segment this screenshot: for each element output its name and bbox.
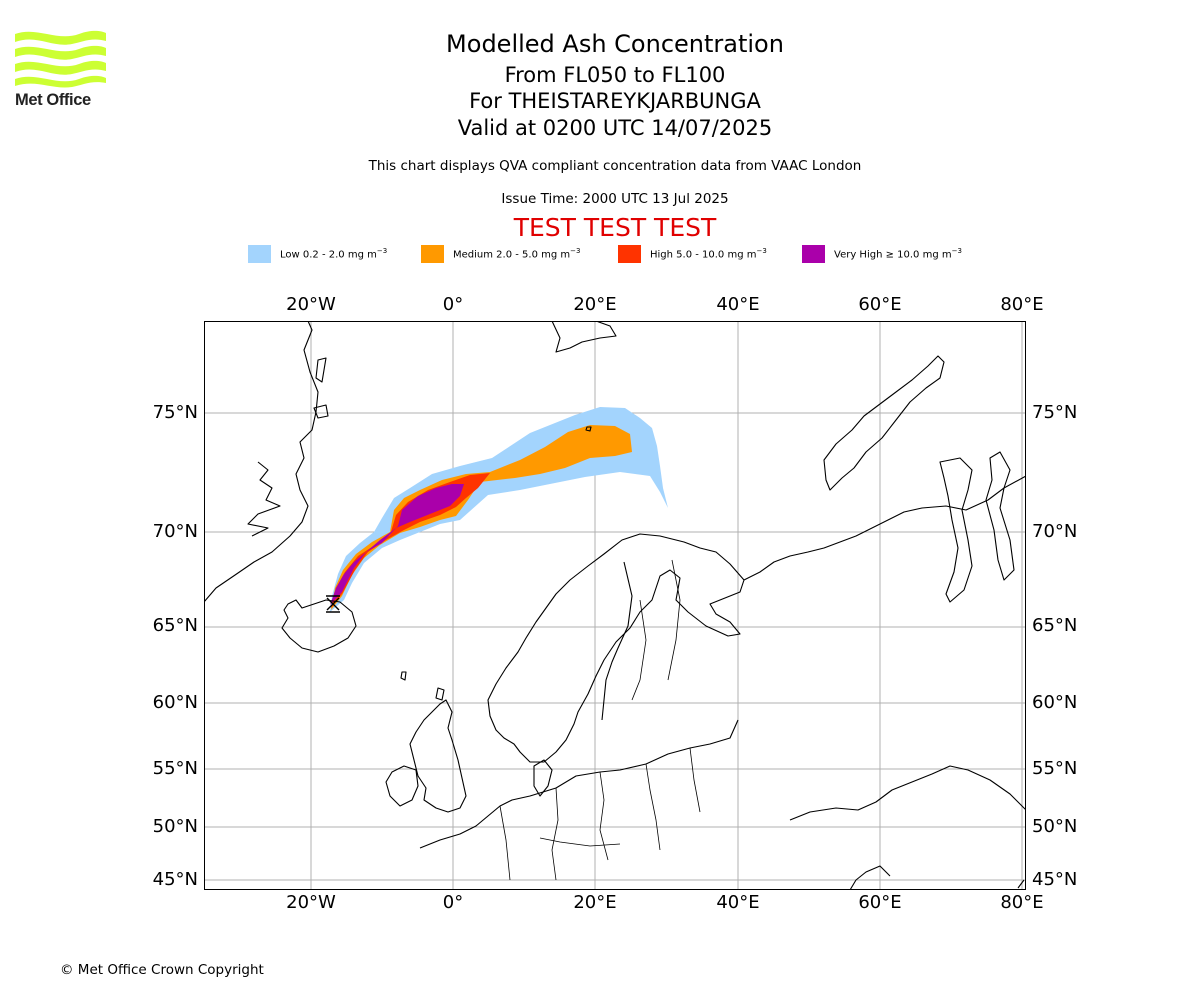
- flight-level-range: From FL050 to FL100: [504, 63, 726, 87]
- ash-plume: [330, 407, 668, 612]
- lat-tick-left: 55°N: [152, 758, 198, 779]
- ash-high-region: [331, 473, 490, 608]
- lon-tick-top: 80°E: [1000, 294, 1044, 315]
- lat-tick-left: 65°N: [152, 615, 198, 636]
- lon-tick-top: 20°E: [573, 294, 617, 315]
- lat-tick-left: 70°N: [152, 521, 198, 542]
- bear-island: [585, 426, 592, 432]
- legend-item-medium: Medium 2.0 - 5.0 mg m−3: [421, 244, 580, 264]
- legend-item-high: High 5.0 - 10.0 mg m−3: [618, 244, 767, 264]
- lat-tick-right: 70°N: [1032, 521, 1078, 542]
- copyright-footer: © Met Office Crown Copyright: [60, 962, 264, 978]
- valid-time: Valid at 0200 UTC 14/07/2025: [457, 116, 773, 140]
- map-gridlines: [204, 321, 1026, 890]
- lat-tick-left: 60°N: [152, 692, 198, 713]
- legend-label-high: High 5.0 - 10.0 mg m−3: [650, 247, 767, 261]
- lon-tick-bottom: 0°: [442, 892, 464, 913]
- iceland-coastline: [281, 599, 357, 653]
- legend-item-very-high: Very High ≥ 10.0 mg m−3: [802, 244, 962, 264]
- lat-tick-left: 75°N: [152, 402, 198, 423]
- legend-label-low: Low 0.2 - 2.0 mg m−3: [280, 247, 388, 261]
- faroe-islands: [400, 671, 407, 681]
- lon-tick-bottom: 40°E: [716, 892, 760, 913]
- scotland-coastline: [409, 699, 467, 813]
- legend-item-low: Low 0.2 - 2.0 mg m−3: [248, 244, 387, 264]
- greenland-coastline: [204, 321, 319, 603]
- borders: [499, 559, 701, 881]
- lon-tick-top: 40°E: [716, 294, 760, 315]
- legend-swatch-very-high: [802, 245, 825, 263]
- kola-russia-coastline: [743, 475, 1026, 581]
- novaya-zemlya-coastline: [823, 355, 945, 491]
- russia-arctic-islands: [939, 451, 1015, 603]
- legend-label-very-high: Very High ≥ 10.0 mg m−3: [834, 247, 962, 261]
- denmark-coastline: [533, 759, 553, 797]
- map-frame: [204, 321, 1026, 890]
- ash-medium-region: [331, 425, 632, 610]
- lat-tick-right: 75°N: [1032, 402, 1078, 423]
- lon-tick-top: 60°E: [858, 294, 902, 315]
- volcano-name: For THEISTAREYKJARBUNGA: [469, 89, 761, 113]
- lon-tick-bottom: 80°E: [1000, 892, 1044, 913]
- legend-swatch-high: [618, 245, 641, 263]
- ash-very-high-region: [330, 484, 464, 605]
- continental-coastline: [419, 719, 739, 849]
- legend-swatch-medium: [421, 245, 444, 263]
- greenland-east-islands: [313, 357, 329, 419]
- volcano-marker-icon: [326, 595, 340, 613]
- lat-tick-left: 50°N: [152, 816, 198, 837]
- compliance-note: This chart displays QVA compliant concen…: [368, 158, 862, 174]
- met-office-logo-icon: [15, 30, 106, 88]
- lon-tick-bottom: 60°E: [858, 892, 902, 913]
- caspian-black-sea-coast: [789, 765, 1026, 821]
- norway-sweden-coastline: [487, 533, 745, 763]
- bottom-right-coast: [849, 865, 1025, 890]
- logo-text: Met Office: [15, 91, 91, 109]
- legend-swatch-low: [248, 245, 271, 263]
- lat-tick-right: 65°N: [1032, 615, 1078, 636]
- lat-tick-right: 60°N: [1032, 692, 1078, 713]
- lon-tick-top: 0°: [442, 294, 464, 315]
- ireland-coastline: [385, 765, 419, 807]
- shetland-islands: [435, 687, 445, 701]
- lat-tick-right: 55°N: [1032, 758, 1078, 779]
- lat-tick-left: 45°N: [152, 869, 198, 890]
- issue-time: Issue Time: 2000 UTC 13 Jul 2025: [501, 191, 729, 207]
- coastlines: [204, 321, 1026, 890]
- gulf-of-bothnia: [601, 561, 633, 721]
- svalbard-coastline: [551, 321, 617, 353]
- lon-tick-top: 20°W: [286, 294, 336, 315]
- chart-title: Modelled Ash Concentration: [446, 30, 784, 58]
- lon-tick-bottom: 20°E: [573, 892, 617, 913]
- test-banner: TEST TEST TEST: [513, 213, 717, 242]
- legend-label-medium: Medium 2.0 - 5.0 mg m−3: [453, 247, 581, 261]
- lon-tick-bottom: 20°W: [286, 892, 336, 913]
- lat-tick-right: 50°N: [1032, 816, 1078, 837]
- lat-tick-right: 45°N: [1032, 869, 1078, 890]
